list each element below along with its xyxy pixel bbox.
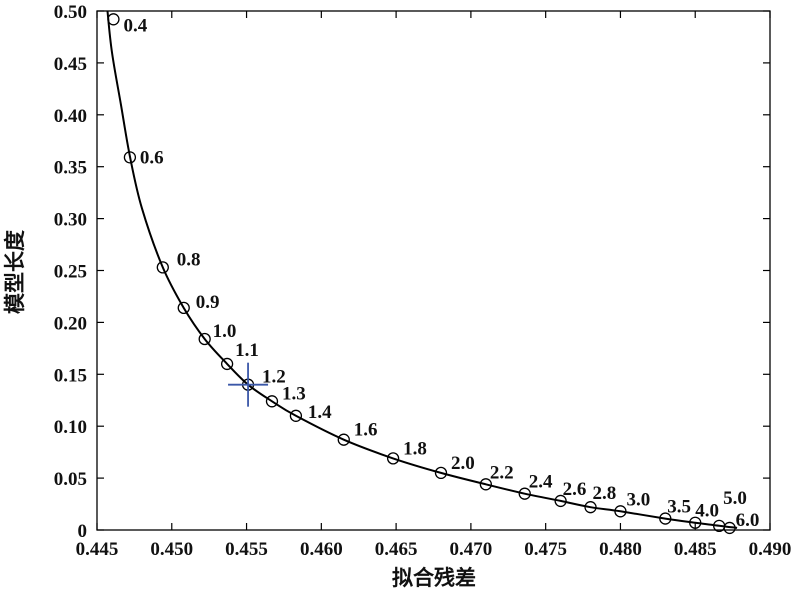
x-tick-label: 0.480 — [599, 539, 642, 560]
y-tick-label: 0.25 — [54, 262, 87, 283]
data-point-label: 2.0 — [451, 453, 475, 474]
data-point-label: 2.2 — [490, 462, 514, 483]
data-point-label: 1.1 — [235, 340, 259, 361]
data-point-label: 2.4 — [529, 472, 553, 493]
data-point-label: 2.6 — [563, 479, 587, 500]
x-tick-label: 0.455 — [225, 539, 268, 560]
y-axis-title: 模型长度 — [2, 230, 27, 314]
y-tick-label: 0.35 — [54, 158, 87, 179]
data-point-label: 1.4 — [308, 402, 332, 423]
data-point-marker — [198, 332, 211, 346]
data-point-label: 0.9 — [196, 292, 220, 313]
x-tick-label: 0.445 — [76, 539, 119, 560]
y-tick-label: 0 — [78, 521, 88, 542]
y-tick-label: 0.15 — [54, 365, 87, 386]
y-tick-label: 0.45 — [54, 54, 87, 75]
data-point-marker — [479, 478, 492, 491]
data-point-marker — [265, 395, 279, 408]
y-tick-label: 0.30 — [54, 210, 87, 231]
data-point-marker — [289, 409, 303, 422]
data-point-label: 6.0 — [736, 510, 760, 531]
data-point-label: 3.0 — [626, 489, 650, 510]
x-tick-label: 0.450 — [150, 539, 193, 560]
data-point-label: 1.8 — [403, 438, 427, 459]
y-tick-label: 0.50 — [54, 2, 87, 23]
data-point-marker — [554, 494, 567, 508]
x-tick-label: 0.465 — [375, 539, 418, 560]
data-point-marker — [386, 452, 400, 465]
plot-frame — [96, 10, 771, 531]
data-point-marker — [177, 301, 190, 315]
data-point-marker — [659, 512, 672, 525]
x-tick-label: 0.485 — [674, 539, 717, 560]
y-tick-label: 0.05 — [54, 469, 87, 490]
data-point-marker — [337, 433, 350, 446]
data-point-label: 1.3 — [282, 383, 306, 404]
data-point-label: 0.4 — [123, 15, 147, 36]
data-point-marker — [614, 505, 627, 518]
data-point-marker — [518, 487, 531, 500]
data-point-label: 0.6 — [140, 147, 164, 168]
x-tick-label: 0.475 — [524, 539, 567, 560]
data-point-marker — [220, 357, 234, 371]
data-point-label: 0.8 — [177, 249, 201, 270]
data-point-marker — [434, 466, 448, 480]
x-tick-label: 0.460 — [300, 539, 343, 560]
data-point-label: 3.5 — [667, 497, 691, 518]
data-point-label: 4.0 — [695, 501, 719, 522]
y-tick-label: 0.10 — [54, 417, 87, 438]
data-point-marker — [156, 261, 169, 274]
data-point-marker — [689, 516, 702, 529]
data-point-label: 2.8 — [593, 483, 617, 504]
data-point-marker — [123, 151, 137, 164]
data-point-label: 1.0 — [213, 321, 237, 342]
y-tick-label: 0.40 — [54, 106, 87, 127]
data-point-marker — [723, 521, 736, 535]
data-point-marker — [584, 501, 597, 514]
x-axis-title: 拟合残差 — [392, 565, 476, 590]
data-point-label: 1.6 — [354, 420, 378, 441]
x-tick-label: 0.490 — [749, 539, 792, 560]
data-point-label: 1.2 — [262, 367, 286, 388]
data-point-marker — [107, 13, 120, 26]
x-tick-label: 0.470 — [450, 539, 493, 560]
fit-curve — [106, 10, 738, 529]
data-point-label: 5.0 — [723, 488, 747, 509]
y-tick-label: 0.20 — [54, 313, 87, 334]
